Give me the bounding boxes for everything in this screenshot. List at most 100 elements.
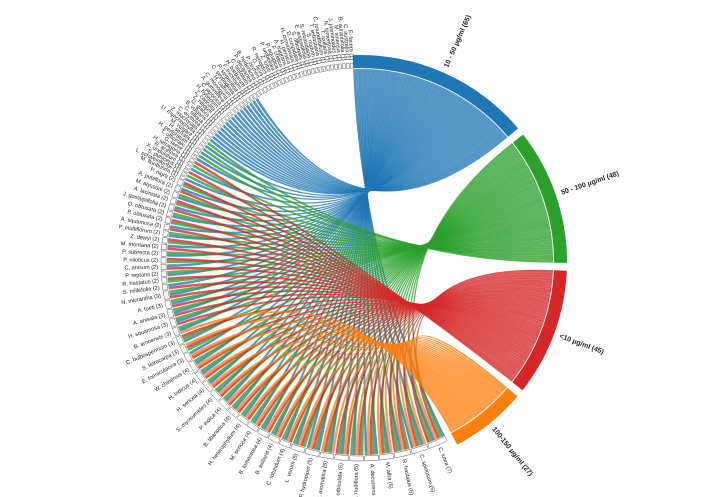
chord-ribbon (188, 170, 515, 380)
chord-ribbon (222, 114, 487, 192)
species-arc (287, 75, 293, 82)
species-arc (229, 109, 236, 116)
group-arc (512, 270, 567, 391)
chord-ribbon (166, 266, 530, 358)
chord-ribbon (171, 290, 535, 348)
species-arc (171, 191, 179, 199)
species-arc (188, 157, 196, 163)
chord-ribbon (403, 274, 553, 447)
chord-ribbon (173, 293, 536, 346)
species-arc (239, 101, 245, 109)
chord-ribbon (335, 289, 551, 454)
chord-ribbon (358, 285, 552, 456)
species-arc (326, 65, 331, 72)
species-arc (223, 114, 230, 121)
arc-layer (160, 55, 567, 462)
species-arc (161, 277, 168, 284)
species-arc (232, 106, 239, 113)
species-arc (346, 63, 350, 69)
species-arc (184, 164, 192, 170)
species-arc (245, 97, 252, 104)
chord-ribbon (289, 296, 549, 443)
chord-ribbon (198, 154, 554, 258)
group-arc (512, 134, 567, 263)
species-arc (255, 90, 262, 97)
species-arc (161, 237, 168, 244)
chord-ribbon (311, 293, 550, 450)
chord-ribbon (210, 331, 465, 426)
species-arc (175, 335, 184, 346)
species-label: P. reptans (2) (125, 272, 159, 280)
species-arc (338, 63, 342, 70)
species-label: L. verum (5) (284, 453, 299, 484)
species-label: C. lutea (7) (436, 447, 452, 475)
species-arc (166, 210, 173, 218)
species-label: C. spinosum (6) (418, 454, 436, 494)
chord-ribbon (346, 287, 551, 455)
species-arc (166, 308, 175, 319)
chord-ribbon (209, 106, 477, 195)
species-arc (169, 197, 177, 205)
chord-ribbon (242, 106, 501, 191)
species-arc (319, 451, 335, 460)
species-arc (273, 81, 279, 88)
species-label: S. myosuroides (4) (176, 397, 215, 433)
species-arc (290, 443, 306, 454)
species-label: M. alba (5) (384, 462, 394, 489)
species-arc (330, 64, 335, 71)
species-arc (295, 72, 300, 79)
chord-ribbon (227, 117, 491, 192)
species-arc (161, 243, 168, 251)
chord-ribbon (225, 116, 489, 192)
species-arc (183, 352, 193, 363)
chord-ribbon (179, 189, 519, 376)
chord-ribbon (265, 341, 478, 432)
species-arc (194, 370, 206, 383)
species-arc (314, 67, 319, 74)
species-arc (162, 283, 169, 291)
species-arc (160, 264, 167, 271)
chord-ribbon (244, 339, 474, 420)
species-arc (278, 439, 292, 449)
chord-ribbon (179, 311, 454, 433)
chord-ribbon (388, 279, 553, 453)
group-arc (451, 387, 518, 445)
chord-ribbon (173, 208, 522, 371)
species-label: M. sinensis (1) (332, 25, 342, 62)
chord-ribbon (211, 107, 479, 194)
species-arc (299, 71, 304, 78)
species-arc (226, 111, 233, 118)
species-arc (248, 94, 255, 102)
species-label: A. nudiflora (5) (353, 464, 360, 497)
species-arc (212, 125, 219, 132)
species-label: T. axillaris (1) (319, 30, 330, 64)
chord-ribbon (278, 297, 548, 439)
chord-ribbon (214, 109, 481, 194)
species-arc (197, 144, 204, 150)
chord-ribbon (300, 294, 549, 447)
chord-ribbon (239, 109, 499, 191)
chord-ribbon (194, 160, 514, 382)
group-label: 50 - 100 µg/ml (48) (561, 170, 620, 196)
species-arc (342, 63, 346, 69)
group-label: 100-150 µg/ml (27) (490, 426, 533, 478)
species-arc (262, 86, 268, 94)
species-arc (284, 76, 289, 83)
species-arc (235, 104, 242, 111)
species-label: C. australis (1) (342, 24, 350, 61)
species-arc (215, 122, 222, 129)
species-arc (393, 449, 412, 459)
species-arc (160, 250, 167, 257)
chord-ribbon (207, 141, 554, 263)
species-arc (161, 270, 167, 277)
chord-ribbon (167, 275, 531, 355)
species-label: M. montana (2) (120, 241, 158, 250)
species-arc (322, 65, 327, 72)
species-arc (209, 128, 217, 135)
chord-ribbon (196, 325, 461, 429)
species-arc (172, 326, 181, 337)
species-label: B. aurantiifolia (1) (336, 17, 346, 61)
group-arc (352, 55, 519, 137)
chord-ribbon (379, 281, 552, 454)
